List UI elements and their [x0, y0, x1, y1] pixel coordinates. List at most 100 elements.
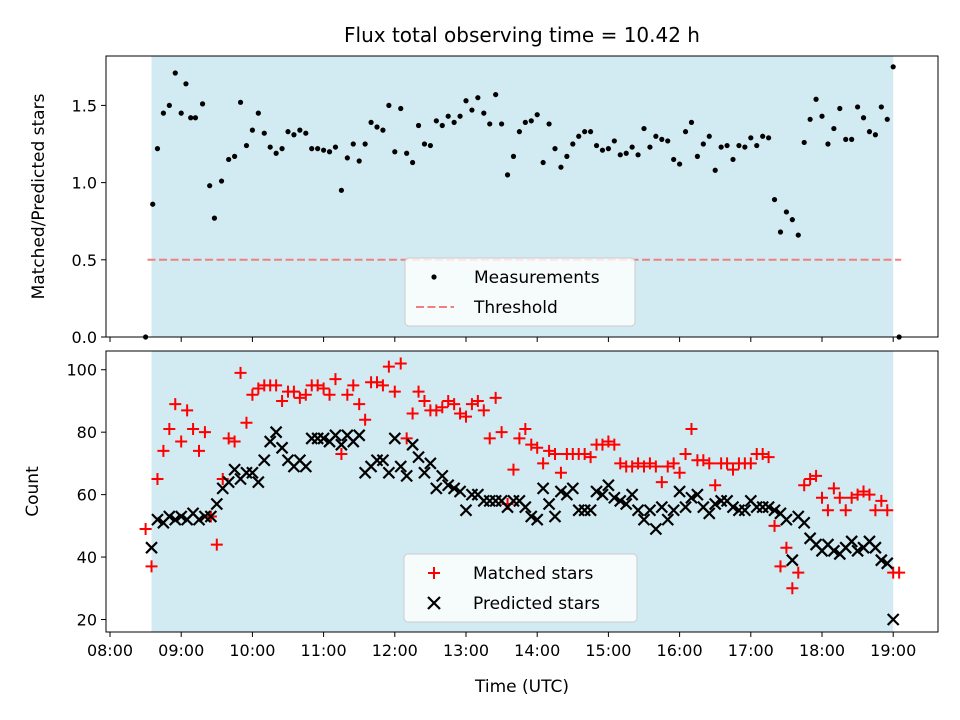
- matched-star-point: [774, 560, 787, 573]
- measurement-point: [261, 130, 267, 136]
- predicted-star-point: [246, 466, 259, 480]
- measurement-point: [368, 119, 374, 125]
- time-x-tick-label: 09:00: [158, 641, 204, 660]
- matched-star-point: [471, 394, 484, 407]
- measurement-point: [522, 119, 528, 125]
- measurement-point: [154, 146, 161, 152]
- matched-star-point: [827, 482, 840, 495]
- predicted-star-point: [649, 522, 663, 536]
- measurement-point: [344, 155, 350, 161]
- matched-star-point: [786, 582, 799, 595]
- measurement-point: [499, 121, 505, 127]
- matched-star-point: [608, 438, 621, 451]
- measurement-point: [392, 149, 398, 155]
- matched-star-point: [792, 566, 805, 579]
- matched-star-point: [513, 432, 526, 445]
- measurement-point: [564, 153, 570, 159]
- matched-star-point: [347, 379, 360, 392]
- matched-star-point: [816, 491, 828, 504]
- legend-measurements-label: Measurements: [474, 268, 600, 288]
- predicted-star-point: [673, 485, 686, 498]
- predicted-star-point: [519, 500, 532, 514]
- predicted-star-point: [163, 510, 176, 523]
- measurement-point: [819, 113, 825, 119]
- time-x-tick-label: 11:00: [301, 641, 347, 660]
- ratio-y-tick-label: 0.0: [72, 328, 97, 347]
- predicted-star-point: [875, 553, 888, 567]
- legend-matched-label: Matched stars: [473, 564, 593, 584]
- measurement-point: [884, 116, 890, 122]
- predicted-star-point: [418, 466, 431, 480]
- measurement-point: [332, 144, 339, 150]
- measurement-point: [754, 142, 760, 149]
- measurement-point: [671, 156, 677, 163]
- predicted-star-point: [590, 485, 603, 498]
- measurement-point: [837, 105, 843, 112]
- predicted-star-point: [299, 460, 313, 473]
- predicted-star-point: [613, 494, 627, 508]
- predicted-star-point: [768, 503, 781, 517]
- matched-star-point: [139, 522, 152, 535]
- predicted-star-point: [536, 482, 550, 495]
- predicted-star-point: [430, 482, 443, 495]
- time-x-tick-label: 16:00: [657, 641, 703, 660]
- measurement-point: [178, 110, 184, 116]
- ratio-y-tick-label: 0.5: [72, 251, 97, 270]
- predicted-star-point: [317, 432, 330, 445]
- predicted-star-point: [786, 553, 799, 567]
- predicted-star-point: [174, 510, 188, 523]
- predicted-star-point: [530, 513, 544, 526]
- measurement-point: [760, 133, 766, 139]
- ratio-axis-ticks: 0.0 0.5 1.0 1.5: [72, 96, 894, 347]
- matched-star-point: [584, 451, 597, 464]
- matched-star-point: [299, 388, 312, 401]
- predicted-star-point: [566, 482, 580, 495]
- measurement-point: [439, 122, 445, 129]
- measurement-point: [730, 156, 736, 163]
- measurement-point: [783, 209, 790, 215]
- measurement-point: [303, 130, 309, 136]
- predicted-star-point: [168, 513, 182, 526]
- predicted-star-point: [780, 513, 793, 526]
- predicted-star-point: [412, 450, 425, 464]
- legend-predicted-marker: [427, 596, 441, 610]
- matched-star-point: [727, 463, 739, 476]
- measurement-point: [487, 121, 493, 127]
- measurement-points: [143, 64, 902, 340]
- matched-star-point: [863, 488, 876, 501]
- count-y-tick-label: 40: [77, 548, 97, 567]
- measurement-point: [150, 201, 156, 207]
- time-x-tick-label: 08:00: [87, 641, 133, 660]
- measurement-point: [226, 156, 232, 163]
- predicted-star-point: [263, 435, 277, 448]
- measurement-point: [237, 99, 244, 105]
- time-x-tick-label: 10:00: [229, 641, 275, 660]
- legend-measurement-marker: [431, 274, 437, 280]
- measurement-point: [199, 101, 206, 107]
- measurement-point: [665, 138, 671, 144]
- predicted-star-point: [524, 510, 538, 523]
- measurement-point: [356, 158, 362, 164]
- predicted-star-point: [602, 478, 615, 492]
- matched-star-point: [833, 491, 846, 504]
- ratio-y-tick-label: 1.5: [72, 96, 97, 115]
- measurement-point: [617, 152, 623, 158]
- measurement-point: [404, 150, 410, 156]
- count-y-tick-label: 100: [66, 361, 97, 380]
- matched-star-point: [798, 479, 811, 492]
- matched-star-point: [762, 451, 775, 464]
- measurement-point: [528, 118, 534, 124]
- matched-star-point: [460, 410, 472, 423]
- measurement-point: [279, 146, 285, 152]
- measurement-point: [421, 141, 428, 147]
- count-legend-box: [403, 553, 638, 623]
- predicted-star-point: [447, 482, 461, 495]
- legend-matched-marker: [428, 567, 440, 579]
- count-points: [139, 357, 906, 626]
- matched-star-point: [519, 423, 532, 436]
- measurement-point: [629, 144, 635, 150]
- predicted-star-point: [691, 488, 704, 501]
- matched-star-point: [359, 413, 372, 426]
- matched-star-point: [193, 444, 205, 457]
